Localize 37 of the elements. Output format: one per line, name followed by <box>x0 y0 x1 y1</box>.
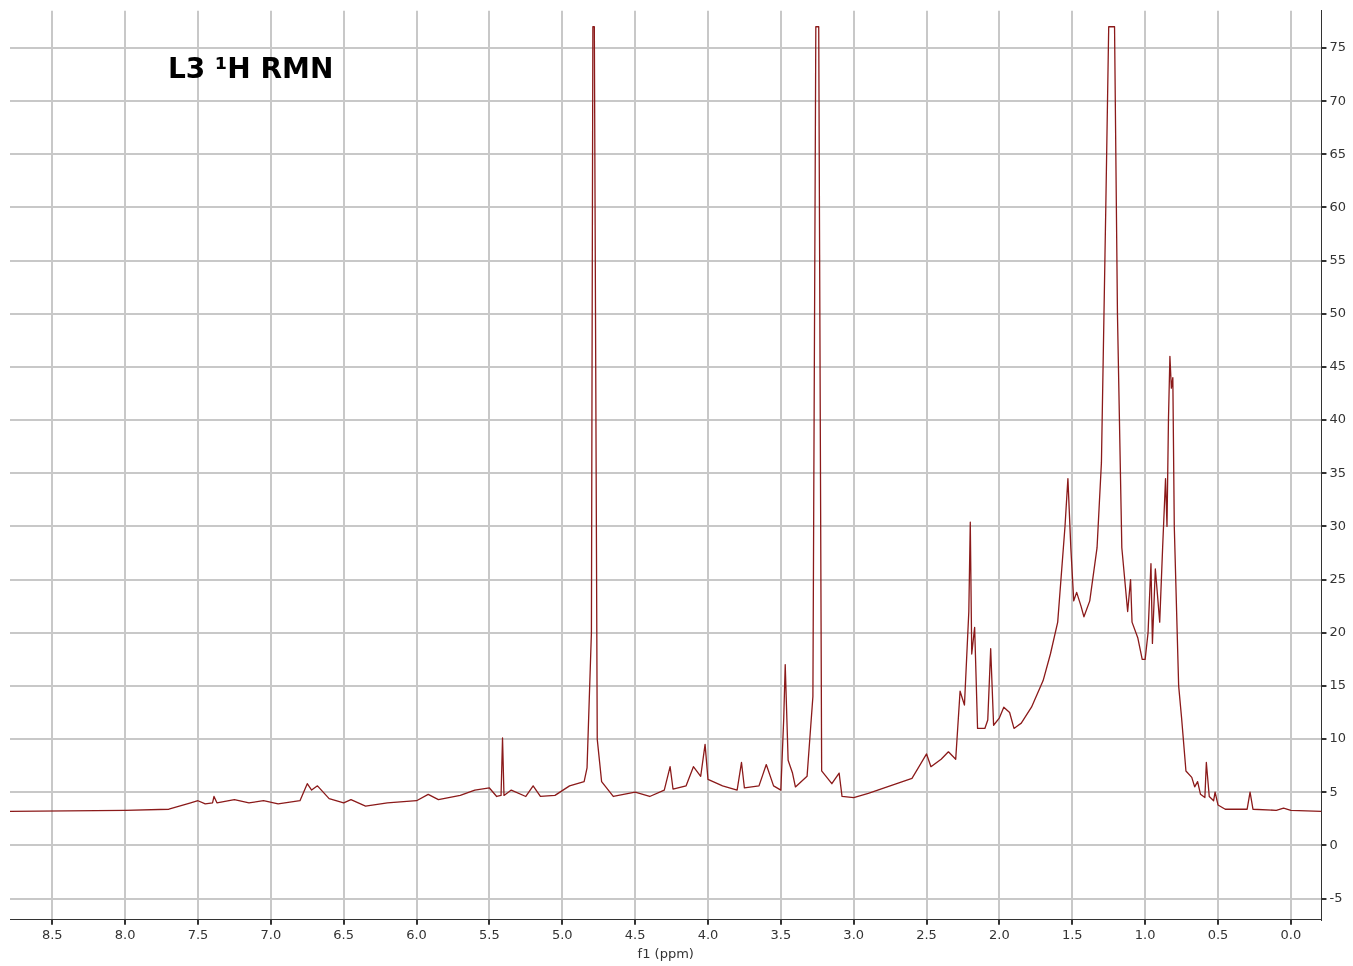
x-tick-label: 8.5 <box>41 926 63 942</box>
y-tick-label: 55 <box>1329 252 1346 268</box>
x-axis-title: f1 (ppm) <box>637 945 694 961</box>
y-tick-label: 50 <box>1329 305 1346 321</box>
y-tick-label: 0 <box>1329 836 1338 852</box>
x-tick-label: 1.0 <box>1134 926 1156 942</box>
y-tick-label: 75 <box>1329 39 1346 55</box>
x-tick-label: 0.5 <box>1207 926 1229 942</box>
x-tick-label: 1.5 <box>1061 926 1083 942</box>
y-tick-label: 5 <box>1329 783 1338 799</box>
y-tick-label: 70 <box>1329 92 1346 108</box>
x-tick-label: 3.0 <box>843 926 865 942</box>
y-tick-label: 65 <box>1329 145 1346 161</box>
x-tick-label: 4.0 <box>697 926 719 942</box>
x-tick-label: 7.0 <box>260 926 282 942</box>
x-tick-label: 8.0 <box>114 926 136 942</box>
y-tick-label: 40 <box>1329 411 1346 427</box>
x-tick-label: 5.0 <box>551 926 573 942</box>
y-tick-label: 15 <box>1329 677 1346 693</box>
x-tick-label: 6.0 <box>406 926 427 942</box>
y-tick-label: 30 <box>1329 517 1346 533</box>
y-tick-label: 35 <box>1329 464 1346 480</box>
x-tick-label: 5.5 <box>479 926 500 942</box>
x-tick-label: 6.5 <box>333 926 355 942</box>
x-tick-label: 2.0 <box>989 926 1010 942</box>
y-tick-label: 45 <box>1329 358 1346 374</box>
x-tick-label: 4.5 <box>624 926 646 942</box>
x-tick-label: 0.0 <box>1280 926 1302 942</box>
y-tick-label: 10 <box>1329 730 1346 746</box>
x-tick-label: 7.5 <box>187 926 209 942</box>
y-tick-label: 60 <box>1329 198 1346 214</box>
x-tick-label: 2.5 <box>916 926 937 942</box>
x-tick-label: 3.5 <box>770 926 792 942</box>
y-tick-label: -5 <box>1329 889 1343 905</box>
text: L3 ¹H RMN <box>168 52 334 86</box>
y-tick-label: 20 <box>1329 624 1346 640</box>
y-tick-label: 25 <box>1329 570 1346 586</box>
